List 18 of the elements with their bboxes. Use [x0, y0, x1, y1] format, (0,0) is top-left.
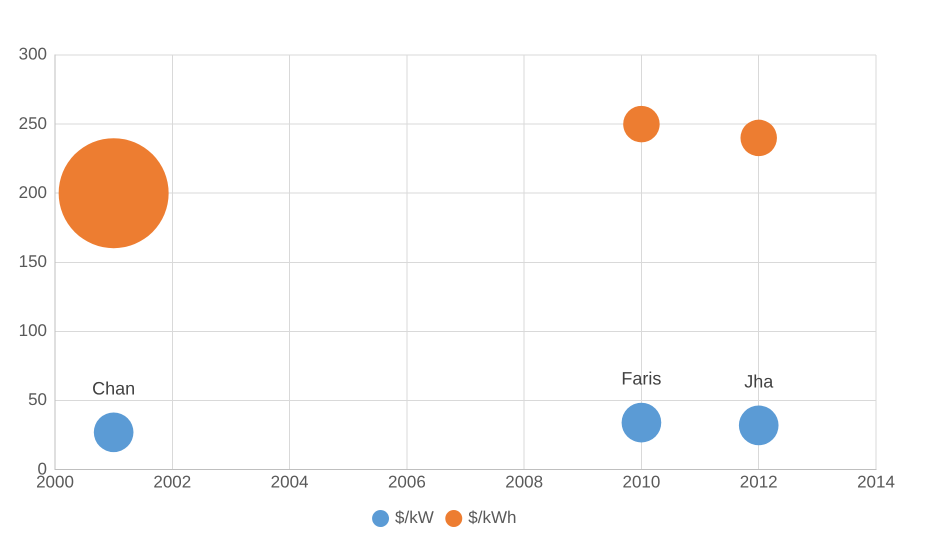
- x-tick-label: 2006: [388, 472, 426, 492]
- x-tick-label: 2004: [270, 472, 308, 492]
- annotation: Faris: [621, 368, 662, 389]
- x-tick-label: 2010: [622, 472, 660, 492]
- y-tick-label: 200: [18, 182, 47, 202]
- x-tick-label: 2008: [505, 472, 544, 492]
- x-tick-label: 2002: [153, 472, 192, 492]
- y-tick-label: 300: [18, 44, 47, 64]
- x-tick-label: 2014: [857, 472, 895, 492]
- annotation: Jha: [744, 371, 774, 392]
- y-tick-label: 150: [18, 252, 47, 271]
- y-tick-label: 250: [18, 114, 47, 133]
- y-tick-label: 50: [28, 390, 47, 410]
- annotation: Chan: [92, 378, 136, 398]
- x-tick-label: 2012: [740, 472, 778, 492]
- y-tick-label: 100: [18, 321, 47, 340]
- legend-label: $/kW: [395, 508, 434, 528]
- legend-label: $/kWh: [468, 508, 516, 528]
